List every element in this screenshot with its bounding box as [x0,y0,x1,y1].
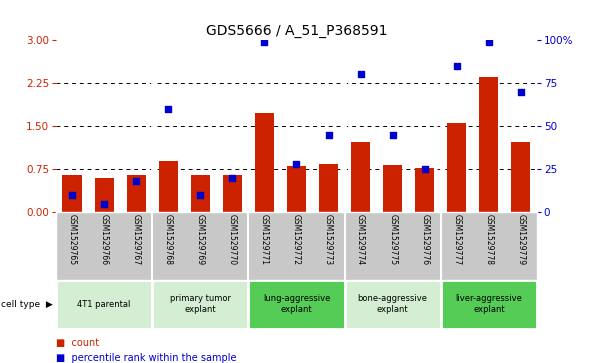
Bar [191,175,210,212]
Bar [351,142,370,212]
Text: GSM1529779: GSM1529779 [516,215,525,265]
Point [228,175,237,181]
Point [420,166,430,172]
Text: GSM1529776: GSM1529776 [420,215,429,265]
Text: liver-aggressive
explant: liver-aggressive explant [455,294,522,314]
Title: GDS5666 / A_51_P368591: GDS5666 / A_51_P368591 [206,24,387,37]
Text: GSM1529765: GSM1529765 [68,215,77,265]
Point [516,89,526,95]
Bar [255,114,274,212]
Text: GSM1529769: GSM1529769 [196,215,205,265]
Bar [127,175,146,212]
Bar [415,168,434,212]
Text: primary tumor
explant: primary tumor explant [170,294,231,314]
Bar [512,142,530,212]
Text: GSM1529774: GSM1529774 [356,215,365,265]
Text: GSM1529767: GSM1529767 [132,215,140,265]
Text: cell type  ▶: cell type ▶ [1,299,53,309]
Text: GSM1529771: GSM1529771 [260,215,269,265]
Text: GSM1529766: GSM1529766 [100,215,109,265]
Point [163,106,173,112]
Point [195,192,205,198]
Text: ■  count: ■ count [56,338,99,348]
Bar [345,280,441,329]
Text: bone-aggressive
explant: bone-aggressive explant [358,294,428,314]
Point [324,132,333,138]
Text: GSM1529773: GSM1529773 [324,215,333,265]
Point [99,201,109,207]
Bar [447,123,466,212]
Bar [479,77,499,212]
Bar [63,175,81,212]
Bar [159,160,178,212]
Bar [248,280,345,329]
Text: GSM1529770: GSM1529770 [228,215,237,265]
Text: GSM1529775: GSM1529775 [388,215,397,265]
Bar [223,175,242,212]
Text: GSM1529768: GSM1529768 [164,215,173,265]
Point [388,132,398,138]
Bar [152,280,248,329]
Bar [383,165,402,212]
Point [67,192,77,198]
Text: GSM1529778: GSM1529778 [484,215,493,265]
Text: GSM1529777: GSM1529777 [453,215,461,265]
Bar [441,280,537,329]
Point [132,179,141,184]
Point [356,72,365,77]
Point [484,39,493,45]
Point [452,63,461,69]
Text: 4T1 parental: 4T1 parental [77,299,131,309]
Text: GSM1529772: GSM1529772 [292,215,301,265]
Bar [56,280,152,329]
Text: lung-aggressive
explant: lung-aggressive explant [263,294,330,314]
Text: ■  percentile rank within the sample: ■ percentile rank within the sample [56,352,237,363]
Point [291,161,301,167]
Bar [319,163,338,212]
Bar [94,178,114,212]
Bar [287,166,306,212]
Point [260,39,269,45]
